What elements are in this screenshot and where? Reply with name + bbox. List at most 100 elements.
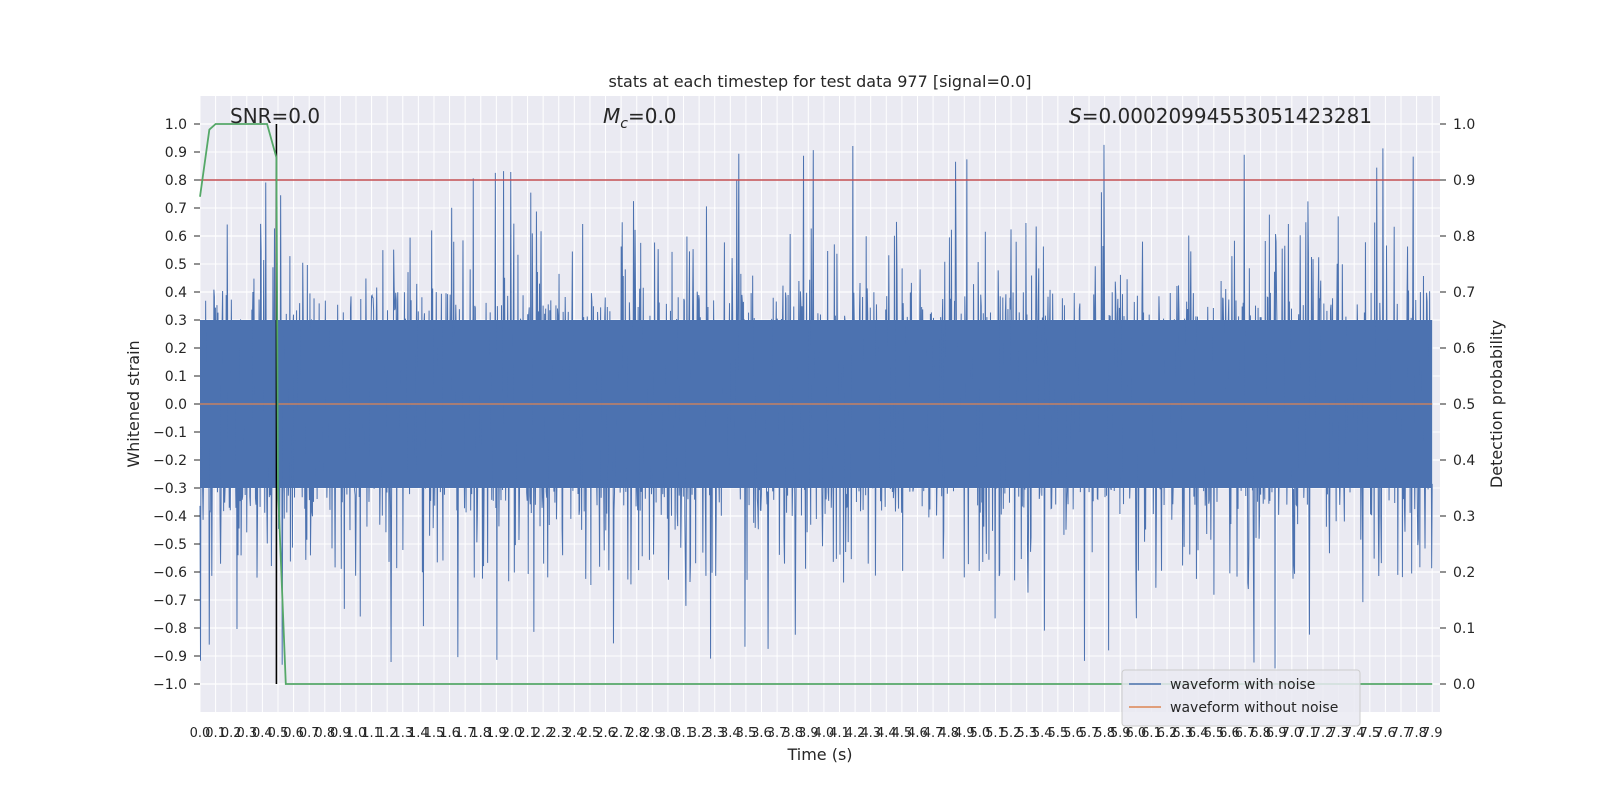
y2-tick-labels: 0.0 0.1 0.2 0.3 0.4 0.5 0.6 0.7 0.8 0.9 1.0 [1440, 117, 1475, 693]
x-tick-label: 0.7 [299, 726, 320, 741]
x-tick-label: 5.6 [1063, 726, 1084, 741]
x-tick-label: 2.9 [642, 726, 663, 741]
x-tick-label: 1.7 [455, 726, 476, 741]
x-tick-label: 4.2 [845, 726, 866, 741]
legend-label-clean: waveform without noise [1170, 700, 1338, 716]
x-axis-label: Time (s) [786, 745, 852, 764]
y-tick-label: −0.2 [153, 453, 187, 469]
x-tick-label: 3.6 [751, 726, 772, 741]
y2-axis-label: Detection probability [1487, 320, 1506, 488]
x-tick-label: 5.7 [1079, 726, 1100, 741]
x-tick-label: 6.2 [1157, 726, 1178, 741]
x-tick-label: 2.6 [595, 726, 616, 741]
x-tick-label: 4.0 [814, 726, 835, 741]
x-tick-label: 3.0 [658, 726, 679, 741]
x-tick-label: 1.0 [346, 726, 367, 741]
x-tick-label: 2.1 [517, 726, 538, 741]
y2-tick-label: 0.5 [1453, 397, 1475, 413]
x-tick-label: 0.5 [268, 726, 289, 741]
x-tick-label: 6.1 [1141, 726, 1162, 741]
y-axis-label: Whitened strain [124, 340, 143, 467]
x-tick-label: 6.8 [1250, 726, 1271, 741]
chart-title: stats at each timestep for test data 977… [608, 72, 1031, 91]
y-tick-label: 0.5 [165, 257, 187, 273]
y-tick-label: −0.6 [153, 565, 187, 581]
x-tick-label: 6.0 [1126, 726, 1147, 741]
x-tick-label: 2.0 [502, 726, 523, 741]
x-tick-label: 0.1 [205, 726, 226, 741]
y-tick-label: 1.0 [165, 117, 187, 133]
y2-tick-label: 0.8 [1453, 229, 1475, 245]
y-tick-label: 0.9 [165, 145, 187, 161]
x-tick-label: 1.4 [408, 726, 429, 741]
x-tick-label: 2.2 [533, 726, 554, 741]
y-tick-label: 0.3 [165, 313, 187, 329]
x-tick-label: 0.0 [190, 726, 211, 741]
y-tick-label: −0.8 [153, 621, 187, 637]
series-lines [199, 123, 1440, 685]
y-tick-labels: −1.0 −0.9 −0.8 −0.7 −0.6 −0.5 −0.4 −0.3 −0.2 −0.1… [153, 117, 200, 693]
x-tick-label: 0.2 [221, 726, 242, 741]
x-tick-label: 1.3 [392, 726, 413, 741]
x-tick-label: 4.5 [892, 726, 913, 741]
x-tick-label: 7.0 [1281, 726, 1302, 741]
y-tick-label: −0.9 [153, 649, 187, 665]
x-tick-label: 7.1 [1297, 726, 1318, 741]
y-tick-label: −0.3 [153, 481, 187, 497]
x-tick-label: 4.8 [938, 726, 959, 741]
y2-tick-label: 0.4 [1453, 453, 1475, 469]
x-tick-label: 3.4 [720, 726, 741, 741]
x-tick-label: 7.6 [1375, 726, 1396, 741]
y-tick-label: −0.7 [153, 593, 187, 609]
x-tick-label: 5.4 [1032, 726, 1053, 741]
x-tick-label: 5.0 [970, 726, 991, 741]
y-tick-label: 0.2 [165, 341, 187, 357]
snr-annotation: SNR=0.0 [230, 104, 320, 128]
x-tick-label: 6.3 [1172, 726, 1193, 741]
s-symbol: S [1069, 104, 1082, 128]
x-tick-label: 7.8 [1406, 726, 1427, 741]
mc-subscript: c [620, 116, 628, 132]
y-tick-label: −0.5 [153, 537, 187, 553]
x-tick-label: 6.7 [1235, 726, 1256, 741]
y-tick-label: 0.8 [165, 173, 187, 189]
x-tick-label: 3.2 [689, 726, 710, 741]
x-tick-label: 2.4 [564, 726, 585, 741]
y-tick-label: 0.4 [165, 285, 187, 301]
x-tick-label: 5.1 [985, 726, 1006, 741]
legend-label-noise: waveform with noise [1170, 677, 1315, 693]
x-tick-label: 1.2 [377, 726, 398, 741]
mc-value: =0.0 [628, 104, 677, 128]
y2-tick-label: 0.6 [1453, 341, 1475, 357]
x-tick-label: 2.5 [580, 726, 601, 741]
x-tick-label: 1.9 [486, 726, 507, 741]
x-tick-label: 5.8 [1094, 726, 1115, 741]
series-waveform-with-noise [199, 144, 1433, 669]
x-tick-label: 0.9 [330, 726, 351, 741]
mc-annotation: Mc=0.0 [603, 104, 677, 132]
x-tick-label: 1.6 [439, 726, 460, 741]
x-tick-label: 7.9 [1422, 726, 1443, 741]
x-tick-label: 6.9 [1266, 726, 1287, 741]
x-tick-label: 2.8 [626, 726, 647, 741]
x-tick-label: 0.3 [236, 726, 257, 741]
x-tick-label: 3.1 [673, 726, 694, 741]
x-tick-label: 0.4 [252, 726, 273, 741]
y-tick-label: −1.0 [153, 677, 187, 693]
y-tick-label: −0.1 [153, 425, 187, 441]
x-tick-label: 5.5 [1048, 726, 1069, 741]
y-tick-label: 0.0 [165, 397, 187, 413]
x-tick-label: 3.7 [767, 726, 788, 741]
y2-tick-label: 0.9 [1453, 173, 1475, 189]
y2-tick-label: 0.2 [1453, 565, 1475, 581]
legend: waveform with noise waveform without noi… [1121, 669, 1361, 727]
x-tick-label: 7.4 [1344, 726, 1365, 741]
y2-tick-label: 0.7 [1453, 285, 1475, 301]
x-tick-label: 4.7 [923, 726, 944, 741]
x-tick-label: 7.7 [1391, 726, 1412, 741]
y2-tick-label: 0.3 [1453, 509, 1475, 525]
x-tick-label: 5.9 [1110, 726, 1131, 741]
y-tick-label: 0.6 [165, 229, 187, 245]
x-tick-label: 4.4 [876, 726, 897, 741]
x-tick-label: 1.1 [361, 726, 382, 741]
